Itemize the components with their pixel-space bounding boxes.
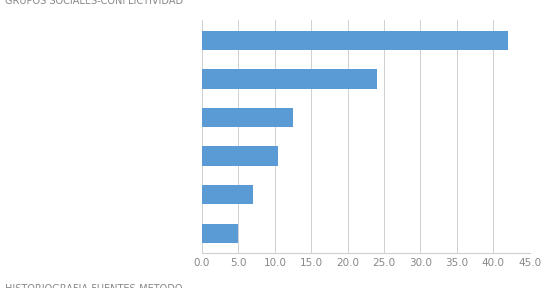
Bar xyxy=(202,69,377,89)
Bar xyxy=(202,146,278,166)
Bar xyxy=(202,108,293,127)
Bar xyxy=(202,223,239,243)
Bar xyxy=(202,31,508,50)
Bar xyxy=(202,185,253,204)
